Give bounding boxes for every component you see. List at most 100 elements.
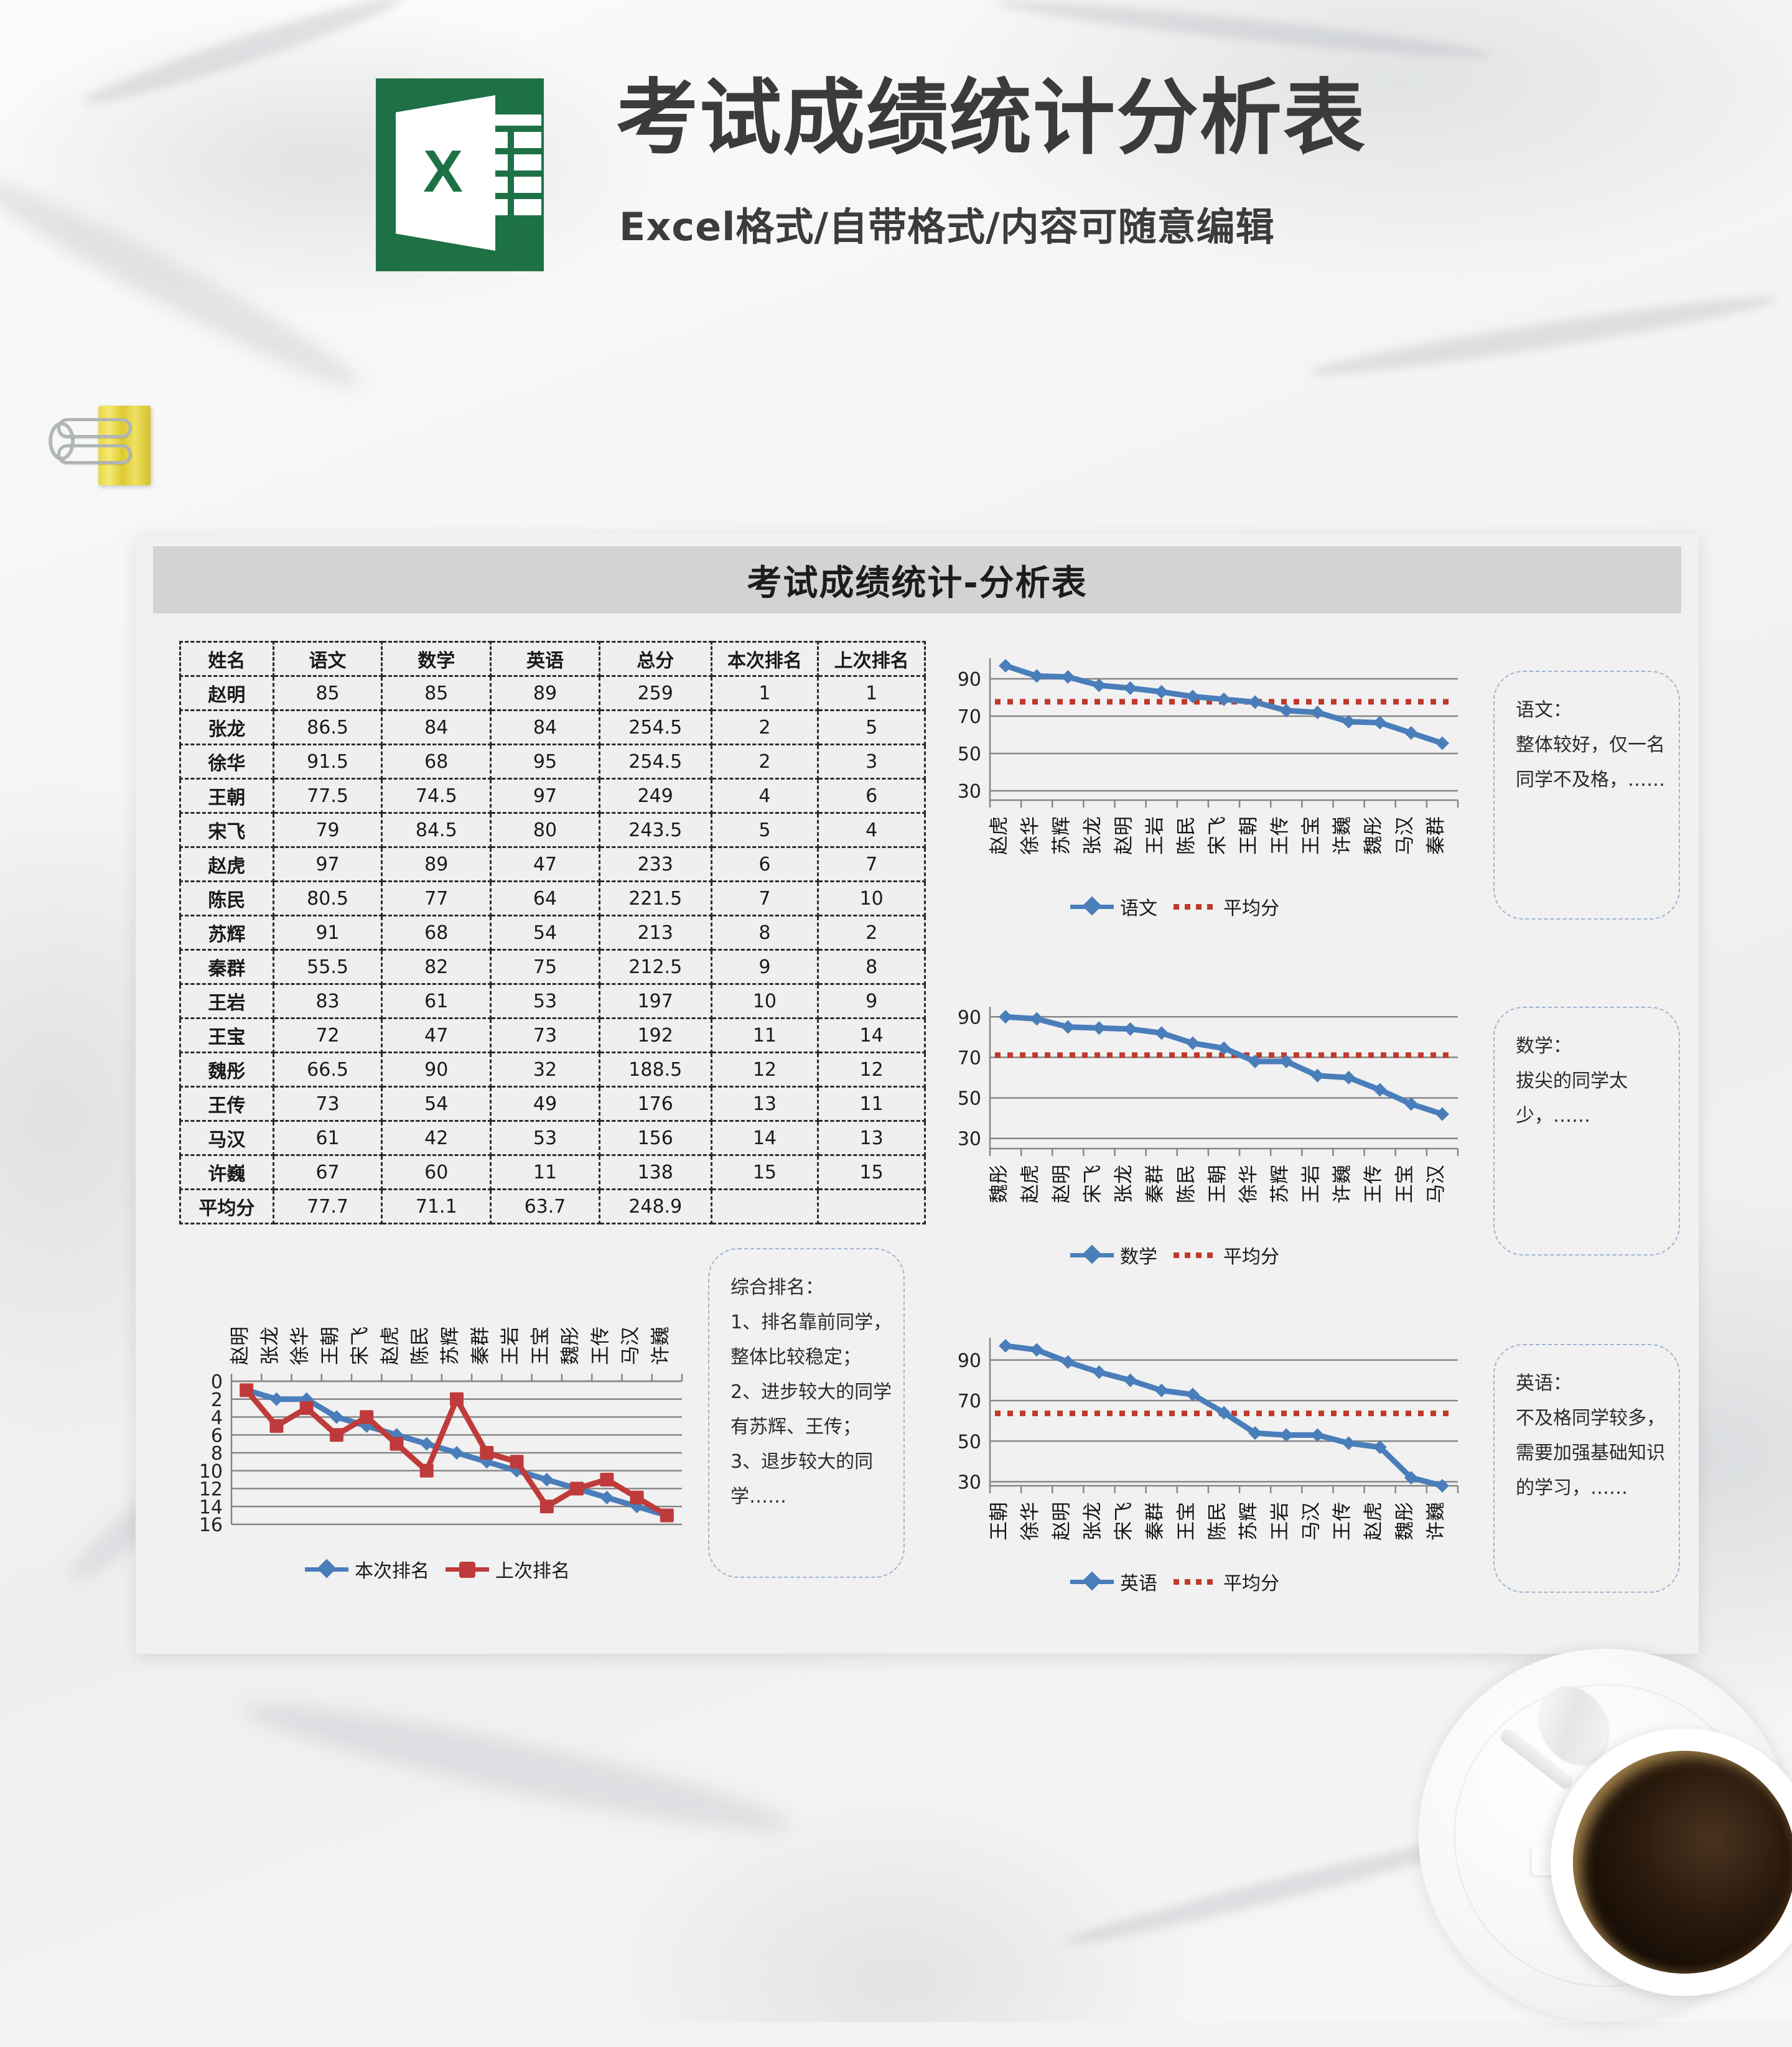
axis-tick-label: 秦群 [469, 1327, 492, 1365]
table-cell: 15 [817, 1154, 926, 1190]
table-row: 王传 73 54 49 176 13 11 [179, 1086, 926, 1122]
table-cell: 9 [710, 949, 819, 985]
line-marker-icon [1070, 1579, 1114, 1584]
table-cell: 13 [710, 1086, 819, 1122]
table-cell: 63.7 [490, 1188, 600, 1224]
axis-tick-label: 张龙 [1113, 1165, 1136, 1203]
table-cell: 1 [710, 675, 819, 711]
table-cell: 8 [710, 915, 819, 951]
axis-tick-label: 苏辉 [1050, 816, 1073, 855]
axis-tick-label: 赵明 [229, 1327, 251, 1365]
table-cell: 212.5 [598, 949, 712, 985]
axis-tick-label: 魏彤 [1363, 816, 1385, 855]
table-cell: 192 [598, 1017, 712, 1053]
axis-tick-label: 陈民 [1206, 1502, 1229, 1541]
axis-tick-label: 宋飞 [349, 1327, 371, 1365]
axis-tick-label: 王宝 [1394, 1165, 1416, 1203]
table-cell: 12 [817, 1051, 926, 1088]
table-cell: 66.5 [272, 1051, 383, 1088]
legend-label: 上次排名 [495, 1560, 570, 1582]
table-cell: 74.5 [381, 778, 492, 814]
grades-table: 姓名 语文 数学 英语 总分 本次排名 上次排名 赵明 85 85 89 259 1 1 张龙 86.5 84… [179, 641, 926, 1224]
axis-tick-label: 王传 [1363, 1165, 1385, 1203]
axis-tick-label: 张龙 [1081, 1502, 1104, 1541]
axis-tick-label: 王传 [589, 1327, 612, 1365]
chart-chinese-svg: 30 50 70 90 赵虎 徐华 苏辉 张龙 赵明 王岩 陈民 宋飞 王朝 王传 王宝 许巍 魏彤 马汉 秦群 [958, 658, 1459, 855]
line-marker-icon [305, 1567, 348, 1572]
table-row: 赵明 85 85 89 259 1 1 [179, 675, 926, 711]
table-cell: 89 [490, 675, 600, 711]
table-cell: 61 [381, 983, 492, 1019]
table-cell: 249 [598, 778, 712, 814]
table-cell: 马汉 [179, 1120, 274, 1156]
table-cell: 89 [381, 846, 492, 882]
chart-math-legend: 数学 平均分 [1070, 1241, 1279, 1269]
svg-text:90: 90 [958, 669, 981, 691]
table-cell: 82 [381, 949, 492, 985]
binder-clip-arm-bottom [57, 444, 132, 464]
table-cell: 王宝 [179, 1017, 274, 1053]
table-cell: 197 [598, 983, 712, 1019]
axis-tick-label: 王朝 [988, 1502, 1010, 1541]
legend-item-average: 平均分 [1174, 1241, 1279, 1269]
axis-tick-label: 王朝 [1238, 816, 1260, 855]
table-cell: 5 [817, 709, 926, 745]
axis-tick-label: 魏彤 [559, 1327, 582, 1365]
note-text: 的学习，…… [1516, 1477, 1628, 1499]
note-box-rank: 综合排名： 1、排名靠前同学， 整体比较稳定； 2、进步较大的同学 有苏辉、王传… [708, 1248, 905, 1578]
axis-tick-label: 赵虎 [988, 816, 1010, 855]
table-cell: 91.5 [272, 744, 383, 780]
table-cell: 97 [272, 846, 383, 882]
svg-text:6: 6 [211, 1425, 223, 1447]
table-cell: 68 [381, 915, 492, 951]
axis-tick-label: 王宝 [530, 1327, 552, 1365]
table-cell: 苏辉 [179, 915, 274, 951]
table-cell: 254.5 [598, 744, 712, 780]
table-row: 魏彤 66.5 90 32 188.5 12 12 [179, 1051, 926, 1088]
binder-clip-arm-top [57, 418, 132, 438]
axis-tick-label: 许巍 [1425, 1502, 1447, 1541]
note-text: 2、进步较大的同学 [730, 1381, 892, 1403]
table-row: 秦群 55.5 82 75 212.5 9 8 [179, 949, 926, 985]
note-text: 3、退步较大的同 [730, 1451, 874, 1473]
coffee-liquid [1573, 1751, 1792, 1974]
note-text: 1、排名靠前同学， [730, 1312, 892, 1333]
table-cell: 11 [817, 1086, 926, 1122]
grades-table-wrapper: 姓名 语文 数学 英语 总分 本次排名 上次排名 赵明 85 85 89 259 1 1 张龙 86.5 84… [179, 641, 926, 1224]
legend-item-average: 平均分 [1174, 1568, 1279, 1595]
svg-text:10: 10 [199, 1461, 223, 1483]
table-cell: 73 [272, 1086, 383, 1122]
table-cell: 魏彤 [179, 1051, 274, 1088]
legend-label: 数学 [1120, 1246, 1157, 1268]
legend-label: 平均分 [1223, 1573, 1279, 1595]
dotted-line-icon [1174, 903, 1217, 910]
table-cell: 80.5 [272, 880, 383, 916]
table-row: 张龙 86.5 84 84 254.5 2 5 [179, 709, 926, 745]
table-cell: 55.5 [272, 949, 383, 985]
table-cell: 1 [817, 675, 926, 711]
svg-text:30: 30 [958, 781, 981, 803]
table-cell: 14 [710, 1120, 819, 1156]
axis-tick-label: 苏辉 [1238, 1502, 1260, 1541]
table-row: 宋飞 79 84.5 80 243.5 5 4 [179, 812, 926, 848]
note-text: 需要加强基础知识 [1516, 1442, 1665, 1464]
coffee-cup-icon [1419, 1649, 1792, 2047]
note-box-english: 英语： 不及格同学较多， 需要加强基础知识 的学习，…… [1493, 1344, 1680, 1593]
grades-table-col-header: 数学 [381, 641, 492, 677]
table-cell: 77 [381, 880, 492, 916]
table-cell: 213 [598, 915, 712, 951]
axis-tick-label: 陈民 [1175, 1165, 1198, 1203]
note-heading: 英语： [1516, 1373, 1572, 1394]
axis-tick-label: 宋飞 [1113, 1502, 1136, 1541]
table-cell: 156 [598, 1120, 712, 1156]
axis-tick-label: 王朝 [1206, 1165, 1229, 1203]
legend-label: 平均分 [1223, 1246, 1279, 1268]
svg-text:8: 8 [211, 1443, 223, 1465]
table-cell: 68 [381, 744, 492, 780]
table-cell: 42 [381, 1120, 492, 1156]
legend-item-previous-rank: 上次排名 [446, 1555, 570, 1583]
table-cell: 2 [710, 744, 819, 780]
table-cell: 11 [490, 1154, 600, 1190]
axis-tick-label: 马汉 [1425, 1165, 1447, 1203]
table-cell: 许巍 [179, 1154, 274, 1190]
